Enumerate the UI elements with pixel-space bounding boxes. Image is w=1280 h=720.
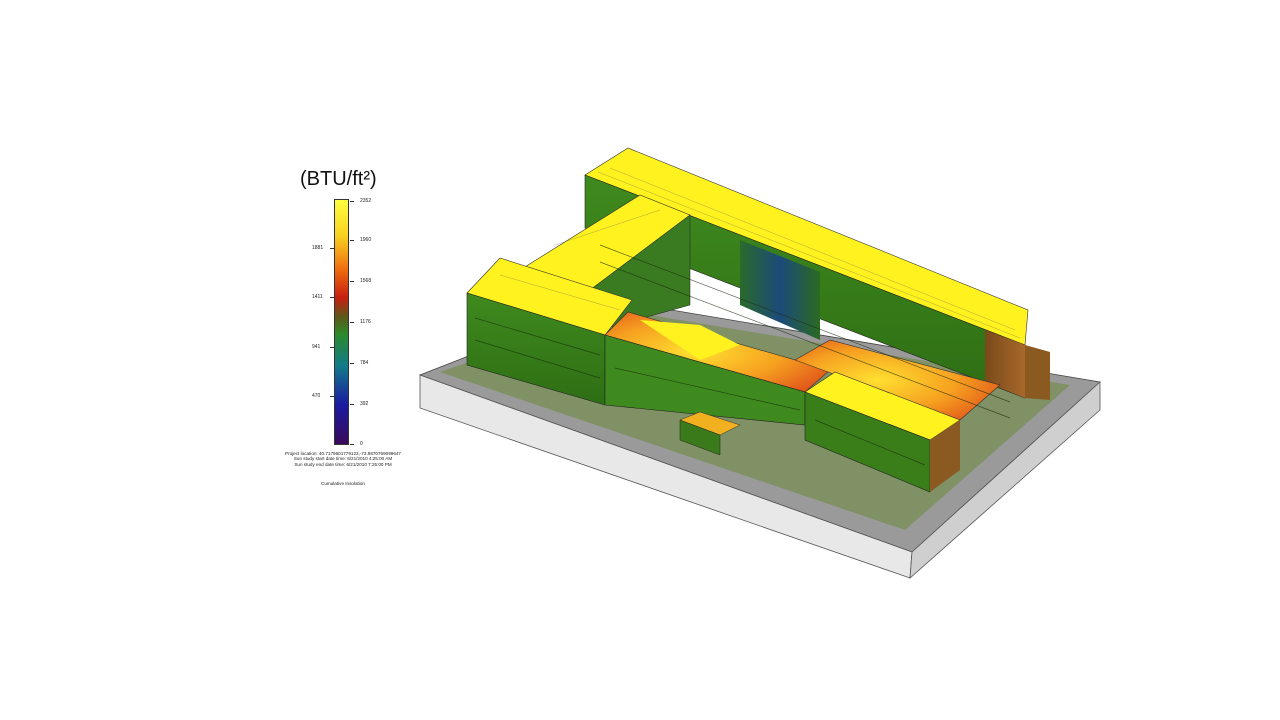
tick-label-left: 941	[312, 344, 321, 350]
legend-title: (BTU/ft²)	[300, 168, 377, 190]
tick-mark	[350, 240, 354, 241]
tick-mark	[350, 322, 354, 323]
window-rows	[474, 244, 1011, 466]
roof-lines	[499, 167, 1021, 339]
center-block	[604, 311, 831, 426]
tick-mark	[330, 347, 334, 348]
tick-mark	[350, 444, 354, 445]
tick-mark	[330, 297, 334, 298]
tick-label-right: 2352	[360, 198, 372, 204]
east-block	[794, 339, 1001, 493]
entry-block	[679, 411, 741, 456]
tick-label-left: 470	[312, 393, 321, 399]
study-info: Project location: 40.7179601779123,-73.9…	[278, 451, 408, 467]
tick-label-right: 1176	[360, 319, 371, 325]
tick-mark	[350, 201, 354, 202]
color-scale-bar	[334, 199, 349, 445]
tick-label-right: 784	[360, 360, 369, 366]
tick-label-right: 1960	[360, 237, 372, 243]
study-end: Sun study end date time: 6/21/2010 7:25:…	[294, 461, 392, 467]
tick-label-right: 0	[360, 441, 363, 447]
tick-label-right: 1568	[360, 278, 372, 284]
study-start: Sun study start date time: 6/21/2010 4:2…	[293, 456, 393, 462]
tick-mark	[330, 248, 334, 249]
tick-mark	[350, 363, 354, 364]
tick-mark	[350, 281, 354, 282]
tick-mark	[350, 404, 354, 405]
tick-label-right: 392	[360, 401, 369, 407]
tick-label-left: 1881	[312, 245, 324, 251]
tick-label-left: 1411	[312, 294, 323, 300]
caption: Cumulative Insolation	[321, 481, 365, 486]
tick-mark	[330, 396, 334, 397]
project-location: Project location: 40.7179601779123,-73.9…	[285, 451, 401, 456]
